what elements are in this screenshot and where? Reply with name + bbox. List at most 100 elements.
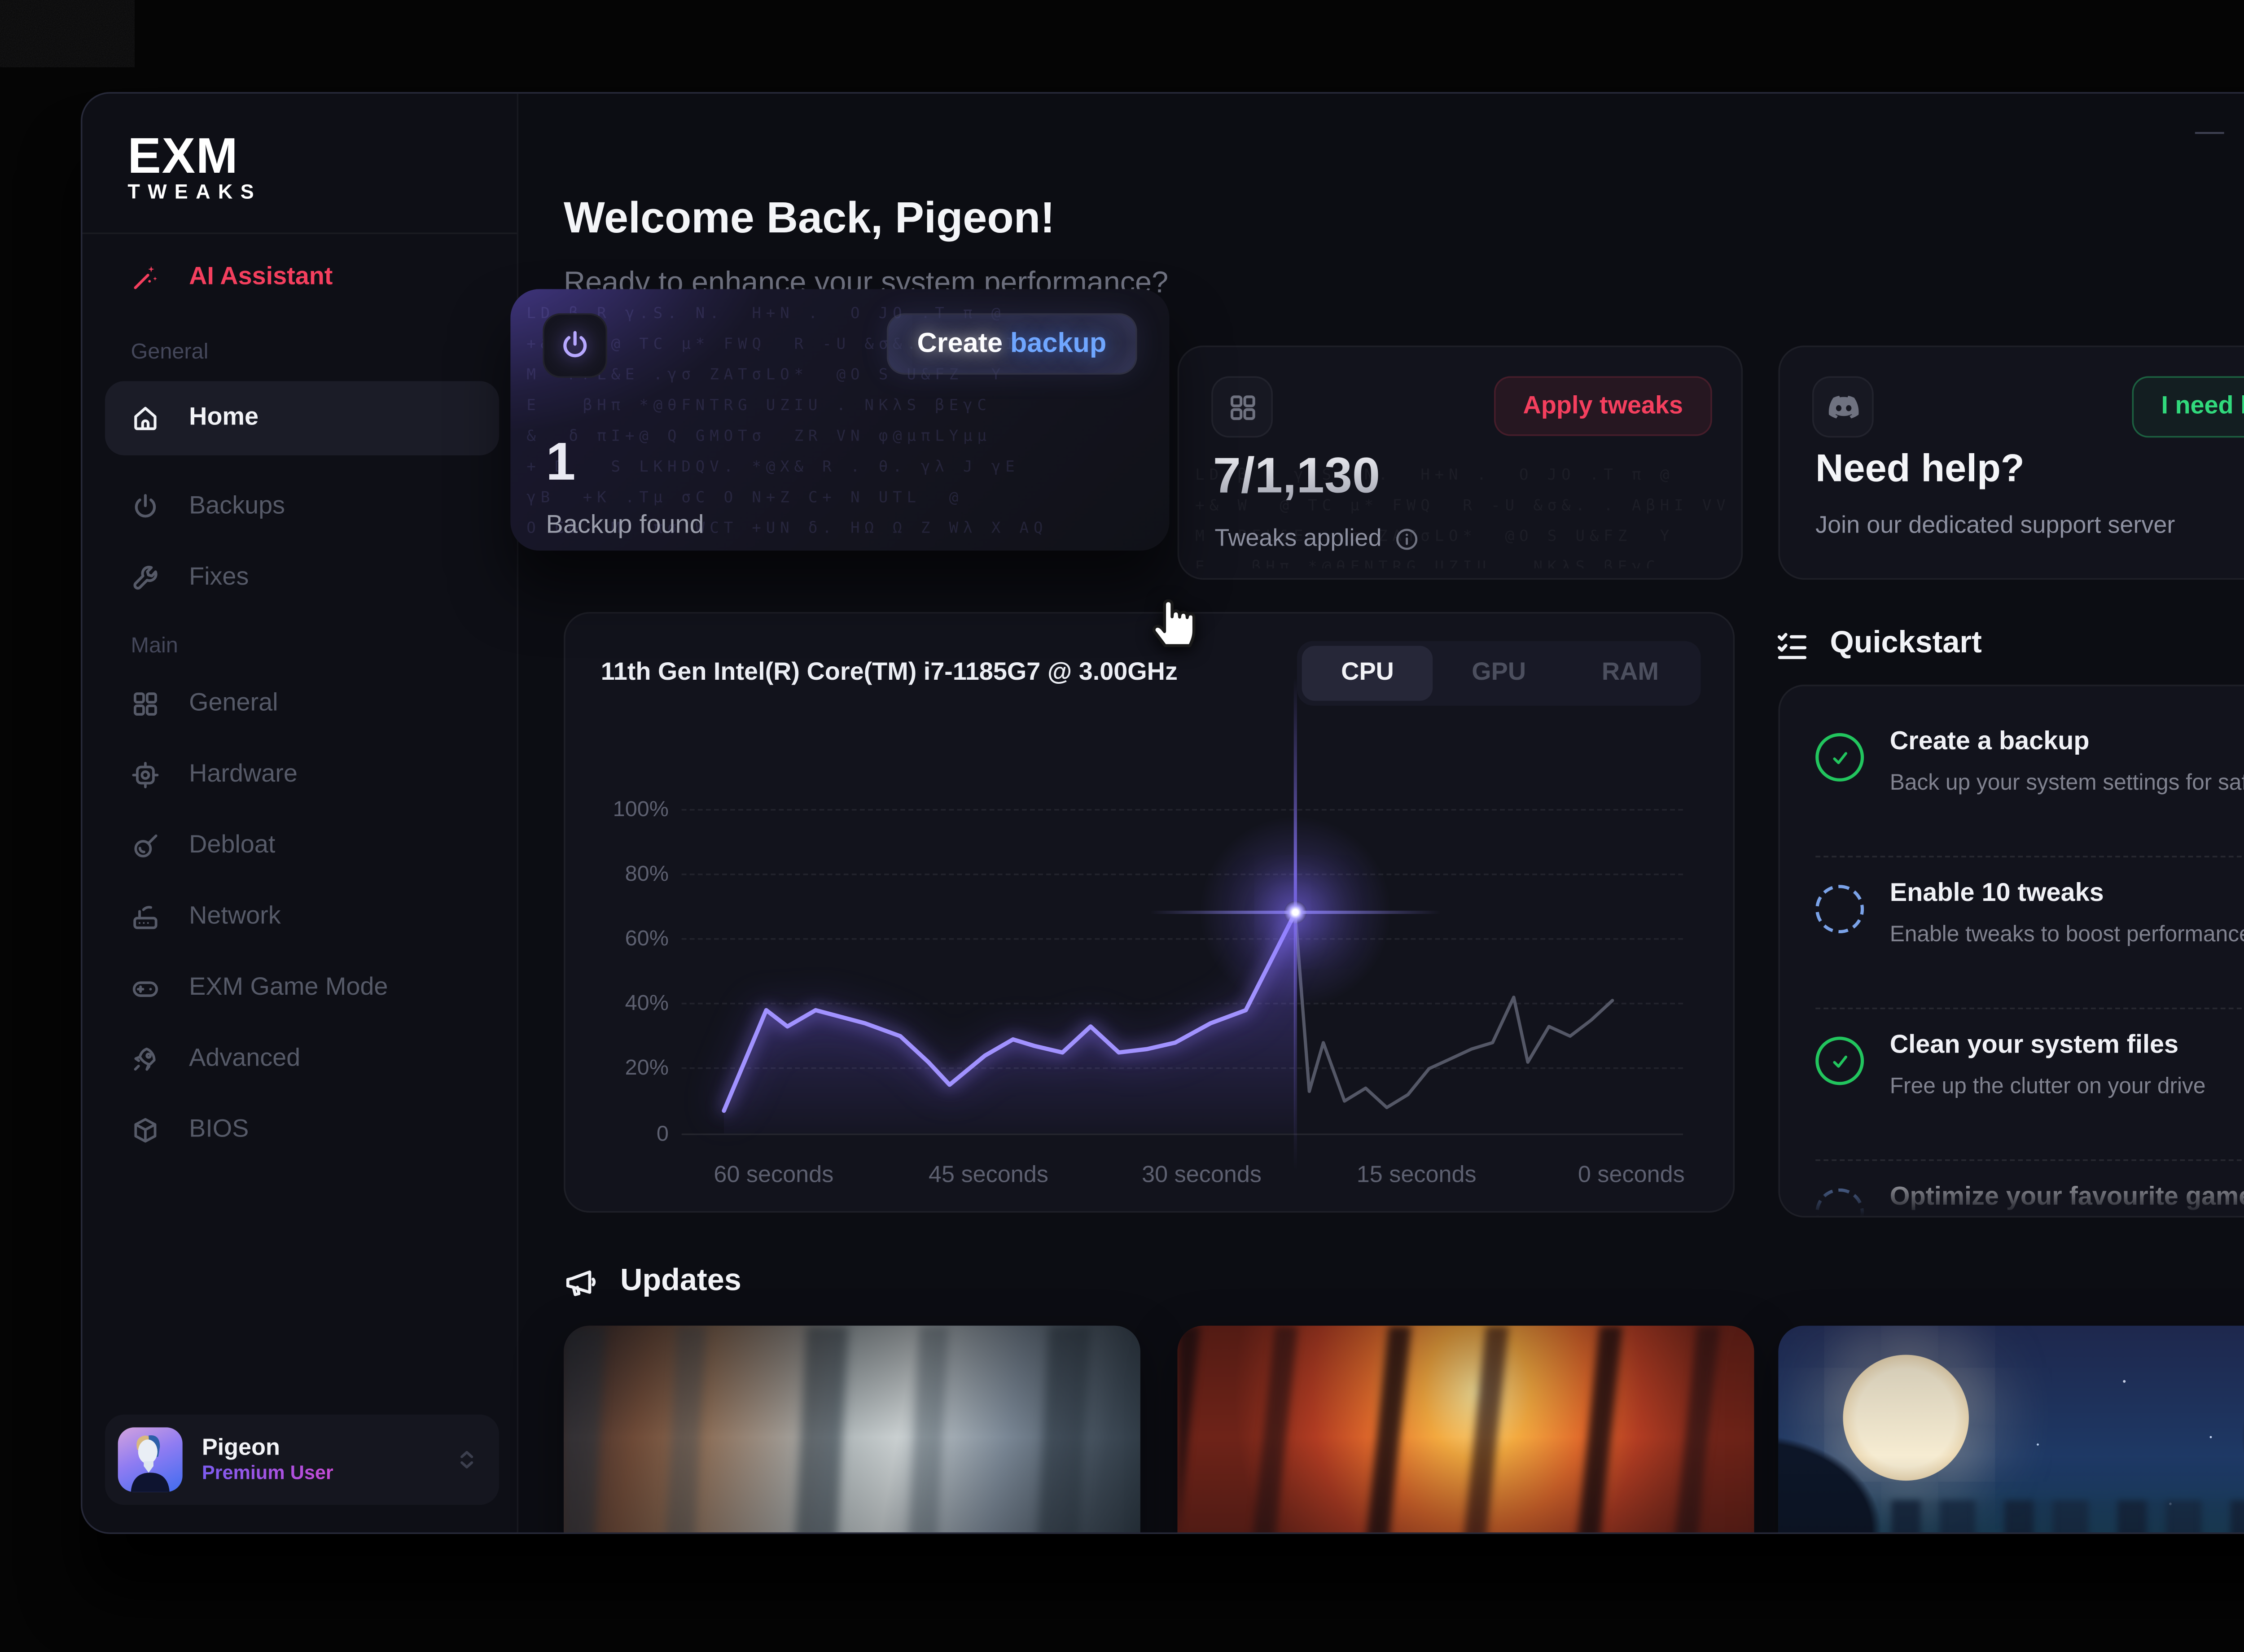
update-card-vignette (564, 1325, 1140, 1533)
tweaks-card: LD β R γ.S. N. H+N . O JO .T π @ +& W @ … (1177, 345, 1743, 580)
quickstart-item-clean-files[interactable]: Clean your system files Free up the clut… (1815, 1032, 2244, 1103)
minimize-button[interactable]: — (2195, 114, 2224, 147)
rocket-icon (134, 1047, 156, 1071)
sidebar-item-debloat[interactable]: Debloat (83, 817, 519, 875)
tab-cpu[interactable]: CPU (1302, 646, 1433, 701)
update-card-new-user-interface[interactable]: New User Interface (564, 1325, 1140, 1533)
x-axis-baseline (681, 1133, 1683, 1136)
magic-wand-icon (134, 266, 158, 289)
restore-power-icon (135, 494, 156, 518)
logo-text-exm: EXM (127, 127, 239, 184)
user-profile-card[interactable]: Pigeon Premium User (105, 1414, 500, 1505)
x-tick-30s: 30 seconds (1142, 1163, 1262, 1189)
router-icon (133, 906, 158, 929)
sidebar-item-label: EXM Game Mode (189, 974, 388, 1001)
need-help-card: I need help Need help? Join our dedicate… (1778, 345, 2244, 580)
wrench-icon (133, 565, 158, 590)
discord-icon (1828, 395, 1858, 418)
tab-ram[interactable]: RAM (1601, 659, 1659, 686)
backup-power-icon-tile (543, 313, 608, 378)
update-card-introducing-exmos[interactable]: Introducing ExmOS (1177, 1325, 1754, 1533)
quickstart-item-enable-tweaks[interactable]: Enable 10 tweaks Enable tweaks to boost … (1815, 880, 2244, 951)
create-backup-button-label-accent: backup (1003, 328, 1107, 358)
sidebar-item-hardware[interactable]: Hardware (83, 746, 519, 804)
app-window: EXM TWEAKS AI Assistant General Home (80, 92, 2244, 1534)
checklist-icon (1777, 632, 1807, 659)
quickstart-header: Quickstart (1775, 626, 1982, 662)
y-tick-20: 20% (625, 1055, 669, 1079)
sidebar-item-label: Fixes (189, 564, 249, 591)
sidebar-item-exm-game-mode[interactable]: EXM Game Mode (83, 959, 519, 1018)
peak-light-beam (1293, 678, 1297, 1171)
status-done-icon (1815, 1036, 1864, 1085)
power-icon (563, 331, 587, 358)
peak-flare-core (1284, 901, 1306, 924)
sidebar-item-general[interactable]: General (83, 675, 519, 733)
tweaks-grid-icon-tile (1211, 376, 1273, 438)
bios-cube-icon (134, 1118, 157, 1143)
sidebar-item-label: AI Assistant (189, 263, 333, 291)
backup-card: LD β R γ.S. N. H+N . O JO .T π @ +& W @ … (510, 289, 1170, 551)
info-icon[interactable] (1394, 525, 1420, 551)
sidebar-section-general: General (131, 339, 209, 363)
chevron-up-down-icon (460, 1451, 473, 1468)
x-tick-0s: 0 seconds (1578, 1163, 1685, 1189)
quickstart-item-create-backup[interactable]: Create a backup Back up your system sett… (1815, 728, 2244, 799)
need-help-subtitle: Join our dedicated support server (1815, 511, 2175, 540)
tab-gpu[interactable]: GPU (1472, 659, 1526, 686)
user-name: Pigeon (202, 1435, 280, 1462)
sidebar-item-label: Home (189, 403, 259, 431)
sidebar-item-label: Backups (189, 492, 285, 520)
x-tick-15s: 15 seconds (1356, 1163, 1477, 1189)
sidebar-section-main: Main (131, 633, 178, 657)
update-card-updated-tweaks[interactable]: Updated Tweaks (1778, 1325, 2244, 1533)
updates-header: Updates (564, 1264, 741, 1300)
status-done-icon (1815, 733, 1864, 782)
sidebar-item-label: Advanced (189, 1045, 301, 1072)
y-tick-100: 100% (613, 797, 669, 822)
discord-icon-tile (1812, 376, 1874, 438)
grid-icon (133, 692, 157, 716)
sidebar-item-backups[interactable]: Backups (83, 478, 519, 536)
create-backup-button-label-white: Create (917, 328, 1003, 358)
sidebar-item-label: Debloat (189, 831, 276, 859)
user-role-badge: Premium User (202, 1461, 434, 1484)
chart-tabs: CPU GPU RAM (1297, 641, 1701, 706)
updates-title: Updates (620, 1264, 741, 1298)
debloat-broom-icon (134, 834, 158, 858)
create-backup-button[interactable]: Create backup (886, 313, 1137, 375)
megaphone-icon (566, 1269, 596, 1295)
bottom-fade-overlay (1779, 1161, 2244, 1216)
sidebar-item-label: Network (189, 902, 281, 930)
sidebar-item-label: Hardware (189, 760, 298, 788)
update-card-vignette (1177, 1325, 1754, 1533)
logo-text-tweaks: TWEAKS (127, 181, 262, 204)
gridline (681, 809, 1683, 811)
tweaks-applied-label: Tweaks applied (1214, 525, 1420, 552)
sidebar-item-bios[interactable]: BIOS (83, 1101, 519, 1159)
backup-count-label: Backup found (546, 511, 704, 540)
update-card-vignette (1778, 1325, 2244, 1533)
home-icon (134, 406, 157, 430)
sidebar-item-fixes[interactable]: Fixes (83, 549, 519, 607)
user-meta: Pigeon Premium User (202, 1435, 434, 1484)
sidebar-item-network[interactable]: Network (83, 888, 519, 946)
y-tick-40: 40% (625, 990, 669, 1015)
y-tick-0: 0 (656, 1121, 669, 1146)
gridline (681, 874, 1683, 875)
backup-count: 1 (546, 431, 576, 491)
divider (1815, 1159, 2244, 1161)
status-pending-icon (1815, 885, 1864, 934)
usage-line-chart (722, 910, 1614, 1134)
sidebar-item-advanced[interactable]: Advanced (83, 1030, 519, 1088)
avatar (118, 1427, 183, 1492)
i-need-help-button[interactable]: I need help (2132, 376, 2244, 438)
sidebar-item-ai-assistant[interactable]: AI Assistant (83, 249, 519, 307)
sidebar-item-label: BIOS (189, 1115, 249, 1144)
sidebar-item-home[interactable]: Home (105, 381, 500, 455)
divider (1815, 1007, 2244, 1010)
quickstart-panel: Create a backup Back up your system sett… (1778, 684, 2244, 1218)
background-noise-texture (0, 0, 135, 67)
apply-tweaks-button[interactable]: Apply tweaks (1494, 376, 1712, 436)
